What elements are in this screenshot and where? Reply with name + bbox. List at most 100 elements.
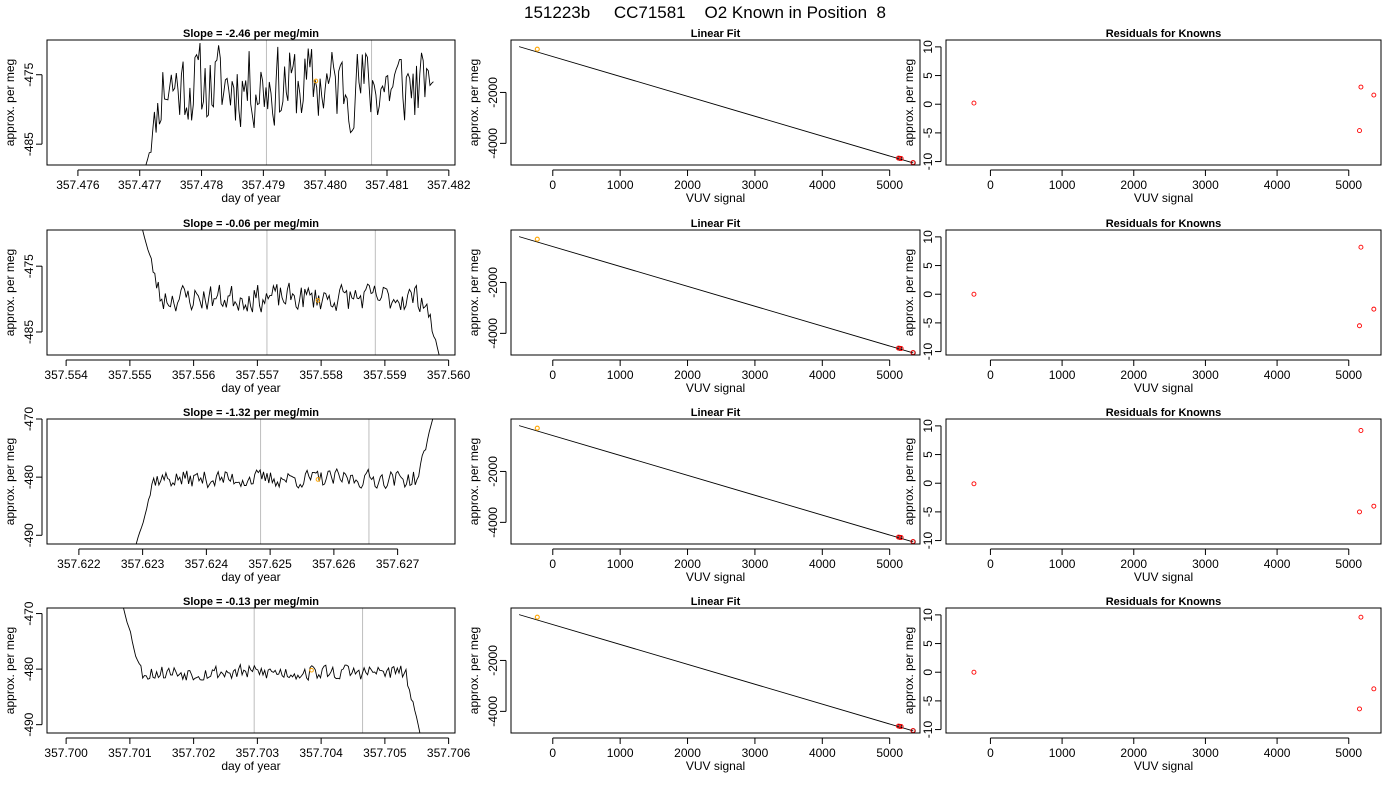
y-axis: -2000 -4000 (486, 645, 507, 727)
panel-title: Residuals for Knowns (1106, 28, 1222, 40)
x-tick-label: 5000 (1335, 557, 1362, 571)
x-tick-label: 357.703 (236, 746, 280, 760)
plot-area (971, 244, 1377, 329)
panel-title: Residuals for Knowns (1106, 218, 1222, 230)
y-tick-label: -2000 (486, 456, 500, 487)
x-tick-label: 357.705 (363, 746, 407, 760)
y-tick-label: 10 (921, 230, 935, 244)
x-axis: 0 1000 2000 3000 4000 5000 (549, 737, 903, 760)
x-tick-label: 0 (987, 178, 994, 192)
plot-area (971, 84, 1377, 134)
x-axis-label: VUV signal (1134, 191, 1193, 205)
x-tick-label: 357.554 (44, 368, 88, 382)
x-tick-label: 5000 (876, 368, 903, 382)
y-tick-label: -10 (921, 532, 935, 550)
panel-r0-c1: Linear Fit 0 1000 2000 3000 4000 5000 VUV signa… (467, 28, 921, 205)
x-tick-label: 5000 (876, 557, 903, 571)
x-tick-label: 2000 (674, 368, 701, 382)
x-tick-label: 4000 (809, 178, 836, 192)
x-axis-label: VUV signal (686, 570, 745, 584)
known-point-red (1371, 686, 1377, 692)
y-tick-label: -10 (921, 153, 935, 171)
data-trace (142, 230, 440, 355)
plot-area (145, 40, 434, 165)
known-point-red (898, 346, 904, 351)
y-tick-label: -2000 (486, 645, 500, 676)
known-point-red (1357, 323, 1362, 329)
x-tick-label: 0 (549, 368, 556, 382)
x-tick-label: 357.701 (108, 746, 152, 760)
y-axis-label: approx. per meg (467, 59, 481, 146)
x-axis-label: VUV signal (686, 759, 745, 773)
plot-area (971, 428, 1377, 515)
y-tick-label: -490 (22, 712, 36, 736)
panel-title: Linear Fit (691, 596, 741, 608)
y-axis-label: approx. per meg (902, 249, 916, 336)
x-axis: 0 1000 2000 3000 4000 5000 (987, 548, 1362, 571)
x-tick-label: 3000 (742, 178, 769, 192)
y-axis-label: approx. per meg (3, 249, 17, 336)
x-tick-label: 357.559 (363, 368, 407, 382)
y-tick-label: -490 (22, 523, 36, 547)
x-axis: 357.622 357.623 357.624 357.625 357.626 357.6… (57, 548, 420, 571)
data-trace (123, 608, 421, 733)
panel-r1-c1: Linear Fit 0 1000 2000 3000 4000 5000 VUV signa… (467, 218, 921, 395)
x-tick-label: 357.477 (118, 178, 162, 192)
plot-frame (510, 229, 921, 356)
x-tick-label: 2000 (1120, 557, 1147, 571)
y-tick-label: -10 (921, 721, 935, 739)
y-tick-label: -475 (22, 254, 36, 278)
y-tick-label: -4000 (486, 128, 500, 159)
x-tick-label: 357.560 (427, 368, 471, 382)
panel-r3-c1: Linear Fit 0 1000 2000 3000 4000 5000 VUV signa… (467, 596, 921, 773)
panel-title: Slope = -2.46 per meg/min (183, 28, 319, 40)
x-tick-label: 1000 (607, 557, 634, 571)
panel-title: Linear Fit (691, 407, 741, 419)
y-tick-label: -480 (22, 657, 36, 681)
x-tick-label: 4000 (1264, 368, 1291, 382)
x-tick-label: 357.626 (312, 557, 356, 571)
x-axis-label: VUV signal (686, 191, 745, 205)
x-tick-label: 1000 (1049, 368, 1076, 382)
plot-frame (510, 418, 921, 545)
x-tick-label: 0 (987, 746, 994, 760)
figure-title: 151223b CC71581 O2 Known in Position 8 (524, 3, 886, 22)
x-tick-label: 4000 (809, 368, 836, 382)
y-axis-label: approx. per meg (902, 59, 916, 146)
x-axis-label: VUV signal (1134, 759, 1193, 773)
known-point-red (1371, 306, 1377, 312)
y-tick-label: -2000 (486, 77, 500, 108)
y-tick-label: 10 (921, 419, 935, 433)
known-point-red (1371, 92, 1377, 98)
known-point-red (895, 534, 901, 540)
x-tick-label: 3000 (742, 368, 769, 382)
plot-frame (46, 607, 456, 734)
plot-frame (510, 39, 921, 166)
y-tick-label: -5 (921, 317, 935, 328)
x-axis: 0 1000 2000 3000 4000 5000 (549, 169, 903, 192)
x-tick-label: 357.706 (427, 746, 471, 760)
x-tick-label: 1000 (1049, 746, 1076, 760)
y-tick-label: 5 (921, 451, 935, 458)
panel-title: Residuals for Knowns (1106, 596, 1222, 608)
y-axis-label: approx. per meg (902, 438, 916, 525)
x-tick-label: 3000 (1192, 557, 1219, 571)
sample-point-orange (534, 236, 540, 242)
y-axis-label: approx. per meg (902, 627, 916, 714)
x-axis: 0 1000 2000 3000 4000 5000 (987, 737, 1362, 760)
y-tick-label: -470 (22, 407, 36, 431)
y-tick-label: -5 (921, 695, 935, 706)
x-tick-label: 2000 (1120, 368, 1147, 382)
x-tick-label: 0 (987, 368, 994, 382)
known-point-red (971, 291, 977, 297)
y-tick-label: -4000 (486, 507, 500, 538)
x-tick-label: 5000 (1335, 178, 1362, 192)
y-axis: -475 -485 (22, 254, 43, 344)
marker-point (315, 298, 321, 303)
y-tick-label: -470 (22, 601, 36, 625)
